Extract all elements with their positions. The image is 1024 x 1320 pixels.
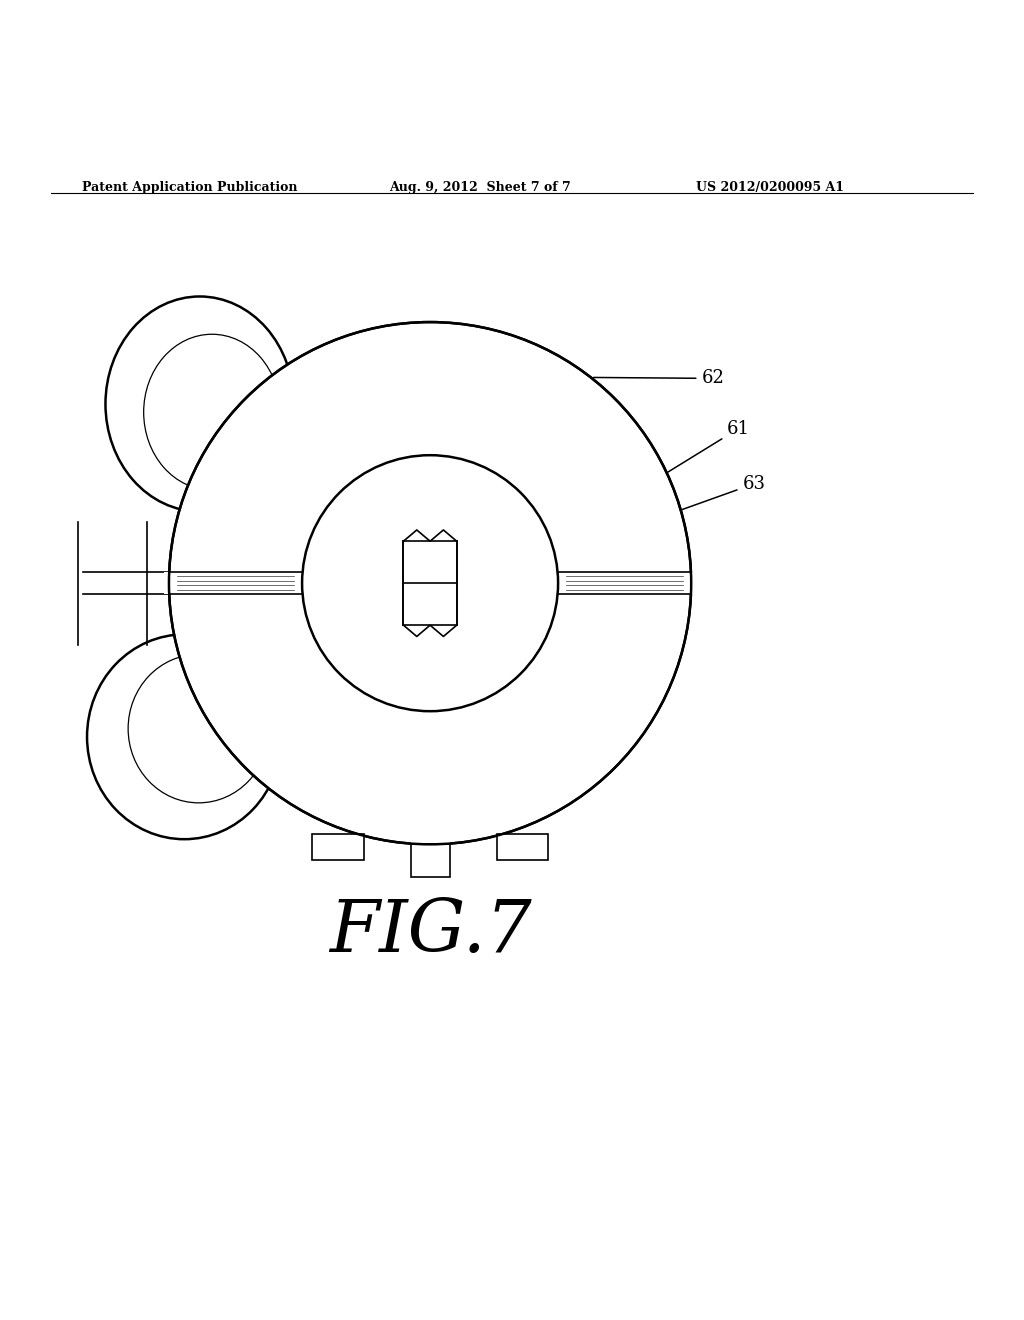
Circle shape bbox=[169, 322, 691, 845]
Ellipse shape bbox=[87, 635, 282, 840]
Bar bbox=[164, 572, 696, 594]
Text: Patent Application Publication: Patent Application Publication bbox=[82, 181, 297, 194]
Text: Aug. 9, 2012  Sheet 7 of 7: Aug. 9, 2012 Sheet 7 of 7 bbox=[389, 181, 570, 194]
Bar bbox=[312, 834, 364, 859]
Bar bbox=[312, 834, 364, 859]
Text: US 2012/0200095 A1: US 2012/0200095 A1 bbox=[696, 181, 845, 194]
Text: 63: 63 bbox=[468, 475, 765, 586]
Ellipse shape bbox=[105, 297, 294, 512]
Bar bbox=[411, 845, 450, 876]
Bar bbox=[403, 541, 457, 626]
Text: FIG.7: FIG.7 bbox=[329, 896, 531, 966]
Bar bbox=[497, 834, 548, 859]
Bar bbox=[411, 841, 450, 876]
Bar bbox=[497, 834, 548, 859]
Bar bbox=[401, 539, 459, 627]
Bar bbox=[78, 521, 147, 644]
Text: 61: 61 bbox=[554, 420, 750, 543]
Text: 62: 62 bbox=[594, 370, 724, 387]
